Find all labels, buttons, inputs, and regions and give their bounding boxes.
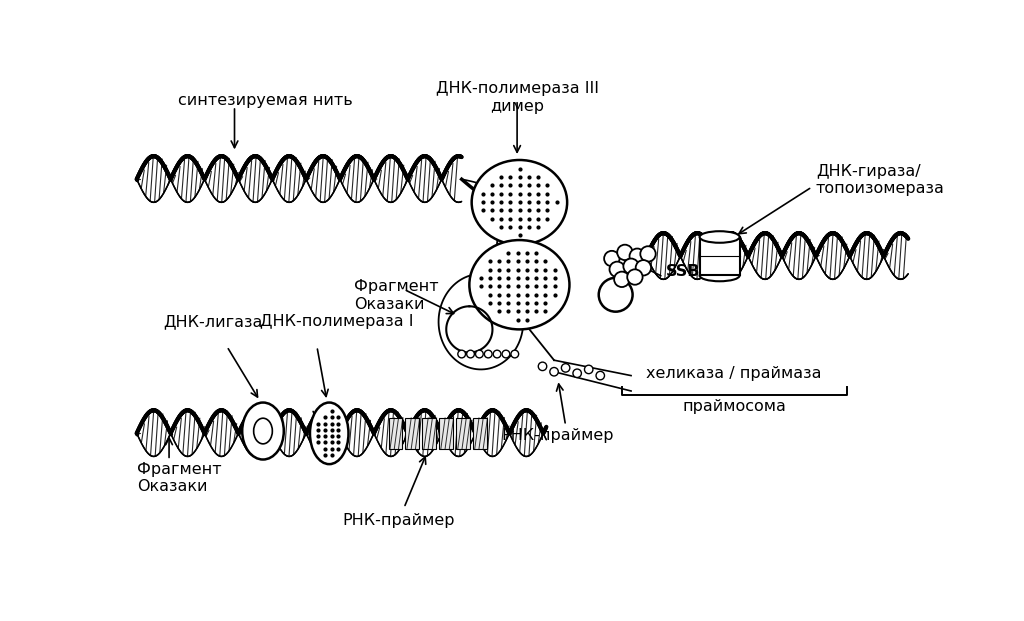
Ellipse shape bbox=[699, 270, 739, 281]
Text: РНК-праймер: РНК-праймер bbox=[342, 513, 455, 528]
Text: SSB: SSB bbox=[666, 264, 700, 279]
Circle shape bbox=[614, 271, 630, 287]
FancyBboxPatch shape bbox=[457, 418, 470, 449]
Circle shape bbox=[572, 369, 582, 378]
Text: Фрагмент
Оказаки: Фрагмент Оказаки bbox=[354, 279, 438, 312]
Ellipse shape bbox=[699, 231, 739, 243]
Circle shape bbox=[636, 260, 651, 276]
Circle shape bbox=[550, 368, 558, 376]
Text: РНК-праймер: РНК-праймер bbox=[502, 428, 614, 443]
Circle shape bbox=[617, 245, 633, 260]
Text: ДНК-гираза/
топоизомераза: ДНК-гираза/ топоизомераза bbox=[816, 164, 945, 196]
FancyBboxPatch shape bbox=[406, 418, 419, 449]
Circle shape bbox=[539, 362, 547, 371]
Ellipse shape bbox=[497, 231, 518, 256]
Circle shape bbox=[467, 350, 474, 358]
Text: ДНК-полимераза III
димер: ДНК-полимераза III димер bbox=[435, 81, 599, 114]
Text: хеликаза / праймаза: хеликаза / праймаза bbox=[646, 366, 822, 381]
Text: ДНК-полимераза I: ДНК-полимераза I bbox=[260, 314, 414, 329]
Polygon shape bbox=[699, 237, 739, 276]
Text: синтезируемая нить: синтезируемая нить bbox=[178, 93, 353, 108]
Ellipse shape bbox=[243, 402, 284, 460]
Circle shape bbox=[640, 247, 655, 261]
Circle shape bbox=[511, 350, 518, 358]
Circle shape bbox=[604, 251, 620, 266]
Circle shape bbox=[599, 278, 633, 312]
Circle shape bbox=[458, 350, 466, 358]
Ellipse shape bbox=[310, 402, 348, 464]
Circle shape bbox=[475, 350, 483, 358]
FancyBboxPatch shape bbox=[473, 418, 487, 449]
Circle shape bbox=[484, 350, 493, 358]
Circle shape bbox=[561, 364, 569, 372]
Circle shape bbox=[628, 270, 643, 285]
Circle shape bbox=[624, 258, 639, 274]
Circle shape bbox=[596, 371, 604, 380]
Ellipse shape bbox=[469, 240, 569, 329]
Ellipse shape bbox=[254, 418, 272, 444]
FancyBboxPatch shape bbox=[422, 418, 436, 449]
Circle shape bbox=[585, 365, 593, 374]
Circle shape bbox=[494, 350, 501, 358]
Circle shape bbox=[630, 248, 645, 264]
Circle shape bbox=[502, 350, 510, 358]
Text: ДНК-лигаза: ДНК-лигаза bbox=[163, 314, 262, 329]
FancyBboxPatch shape bbox=[439, 418, 454, 449]
Text: Фрагмент
Оказаки: Фрагмент Оказаки bbox=[137, 462, 221, 494]
Circle shape bbox=[609, 261, 625, 277]
FancyBboxPatch shape bbox=[388, 418, 402, 449]
Ellipse shape bbox=[472, 160, 567, 245]
Text: праймосома: праймосома bbox=[682, 399, 786, 414]
